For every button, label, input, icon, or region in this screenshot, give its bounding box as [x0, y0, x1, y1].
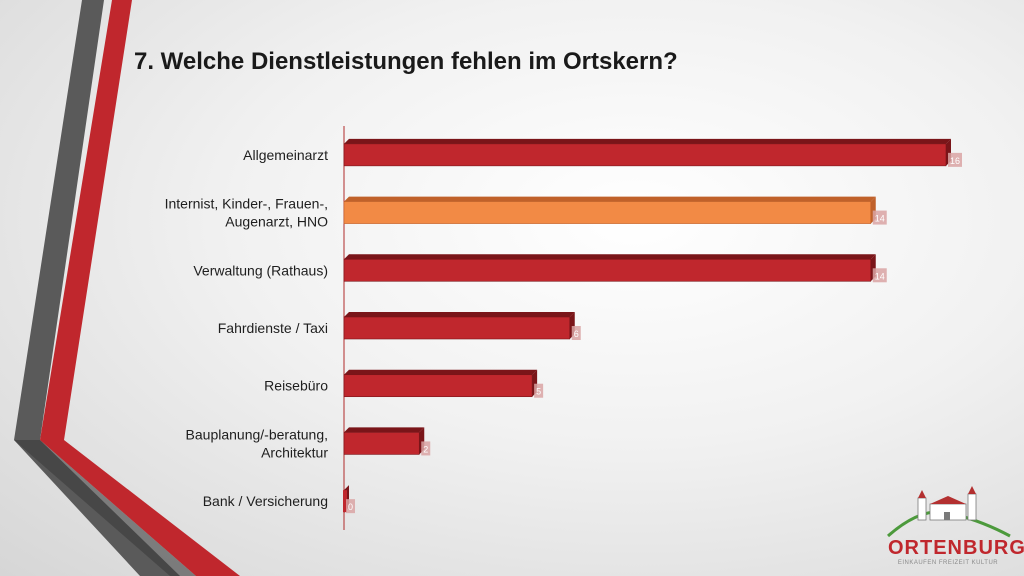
data-label-box: [872, 210, 887, 225]
data-label: 5: [536, 387, 541, 397]
data-label-box: [421, 441, 431, 456]
category-label: Reisebüro: [264, 378, 328, 394]
category-label: Bank / Versicherung: [203, 493, 328, 509]
page-title: 7. Welche Dienstleistungen fehlen im Ort…: [134, 48, 678, 75]
bar-front-face: [343, 316, 571, 340]
bar-top-face: [344, 427, 425, 433]
bar-top-face: [344, 369, 538, 375]
data-label-box: [534, 383, 544, 398]
bar-front-face: [343, 432, 420, 455]
data-label-box: [571, 326, 581, 340]
bar: [343, 254, 876, 282]
bar: [343, 312, 575, 340]
bars: [343, 138, 951, 513]
bar-front-face: [343, 258, 872, 282]
bar-top-face: [344, 312, 575, 317]
bar: [343, 196, 876, 224]
data-label: 14: [875, 271, 885, 281]
bar-front-face: [343, 374, 533, 398]
data-label: 14: [875, 214, 885, 224]
category-label: Allgemeinarzt: [243, 147, 328, 163]
data-label: 0: [348, 502, 353, 512]
bar-top-face: [344, 138, 951, 144]
logo-name: ORTENBURG: [888, 537, 1024, 559]
bar: [343, 138, 951, 167]
category-label: Internist, Kinder-, Frauen-, Augenarzt, H…: [165, 196, 329, 230]
bar-top-face: [344, 196, 876, 202]
bar: [343, 369, 538, 398]
data-label: 16: [950, 156, 960, 166]
data-label-box: [872, 268, 887, 283]
logo-tagline: EINKAUFEN FREIZEIT KULTUR: [897, 560, 999, 566]
category-labels: Allgemeinarzt Internist, Kinder-, Frauen-…: [165, 147, 329, 509]
category-label: Fahrdienste / Taxi: [218, 320, 328, 336]
bar-zero-stub: [343, 490, 347, 513]
bar: [343, 427, 425, 455]
data-label: 2: [423, 444, 428, 454]
logo-icon: [887, 486, 1011, 538]
data-label-box: [948, 152, 962, 167]
category-label: Bauplanung/-beratung, Architektur: [186, 426, 329, 460]
bar-front-face: [343, 143, 947, 167]
bar-front-face: [343, 201, 872, 224]
data-label: 6: [574, 329, 579, 339]
data-label-box: [346, 499, 355, 514]
data-labels: 16 14 14 6 5 2 0: [346, 152, 962, 514]
bar-top-face: [344, 254, 876, 260]
category-label: Verwaltung (Rathaus): [193, 262, 328, 278]
